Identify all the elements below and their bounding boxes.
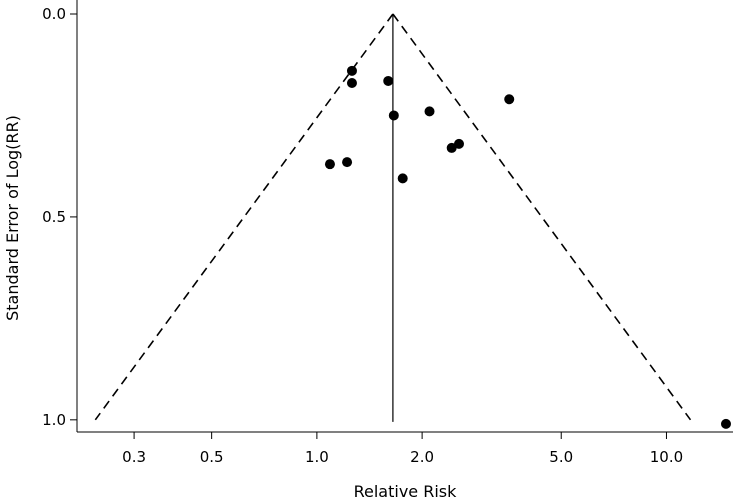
study-point xyxy=(446,142,457,153)
y-tick-label: 0.0 xyxy=(42,5,66,23)
funnel-right-boundary xyxy=(392,13,692,421)
study-point xyxy=(453,138,464,149)
study-point xyxy=(383,75,394,86)
funnel-left-boundary xyxy=(94,13,394,421)
funnel-lines xyxy=(94,13,692,422)
x-tick-label: 0.5 xyxy=(200,448,224,466)
x-tick-label: 2.0 xyxy=(410,448,434,466)
study-point xyxy=(424,106,435,117)
study-point xyxy=(504,94,515,105)
x-tick-label: 5.0 xyxy=(549,448,573,466)
axes xyxy=(76,0,733,433)
y-tick-label: 0.5 xyxy=(42,208,66,226)
study-point xyxy=(324,159,335,170)
study-point xyxy=(342,157,353,168)
x-tick-label: 1.0 xyxy=(305,448,329,466)
x-axis-title: Relative Risk xyxy=(354,482,458,501)
x-tick-label: 10.0 xyxy=(650,448,683,466)
study-point xyxy=(397,173,408,184)
y-axis-title: Standard Error of Log(RR) xyxy=(3,115,22,321)
y-axis-ticks: 0.0 0.5 1.0 xyxy=(42,5,77,429)
x-axis-ticks: 0.3 0.5 1.0 2.0 5.0 10.0 xyxy=(122,432,683,466)
study-point xyxy=(346,65,357,76)
study-point xyxy=(720,418,731,429)
y-tick-label: 1.0 xyxy=(42,411,66,429)
study-points xyxy=(324,65,731,429)
study-point xyxy=(388,110,399,121)
x-tick-label: 0.3 xyxy=(122,448,146,466)
study-point xyxy=(346,77,357,88)
